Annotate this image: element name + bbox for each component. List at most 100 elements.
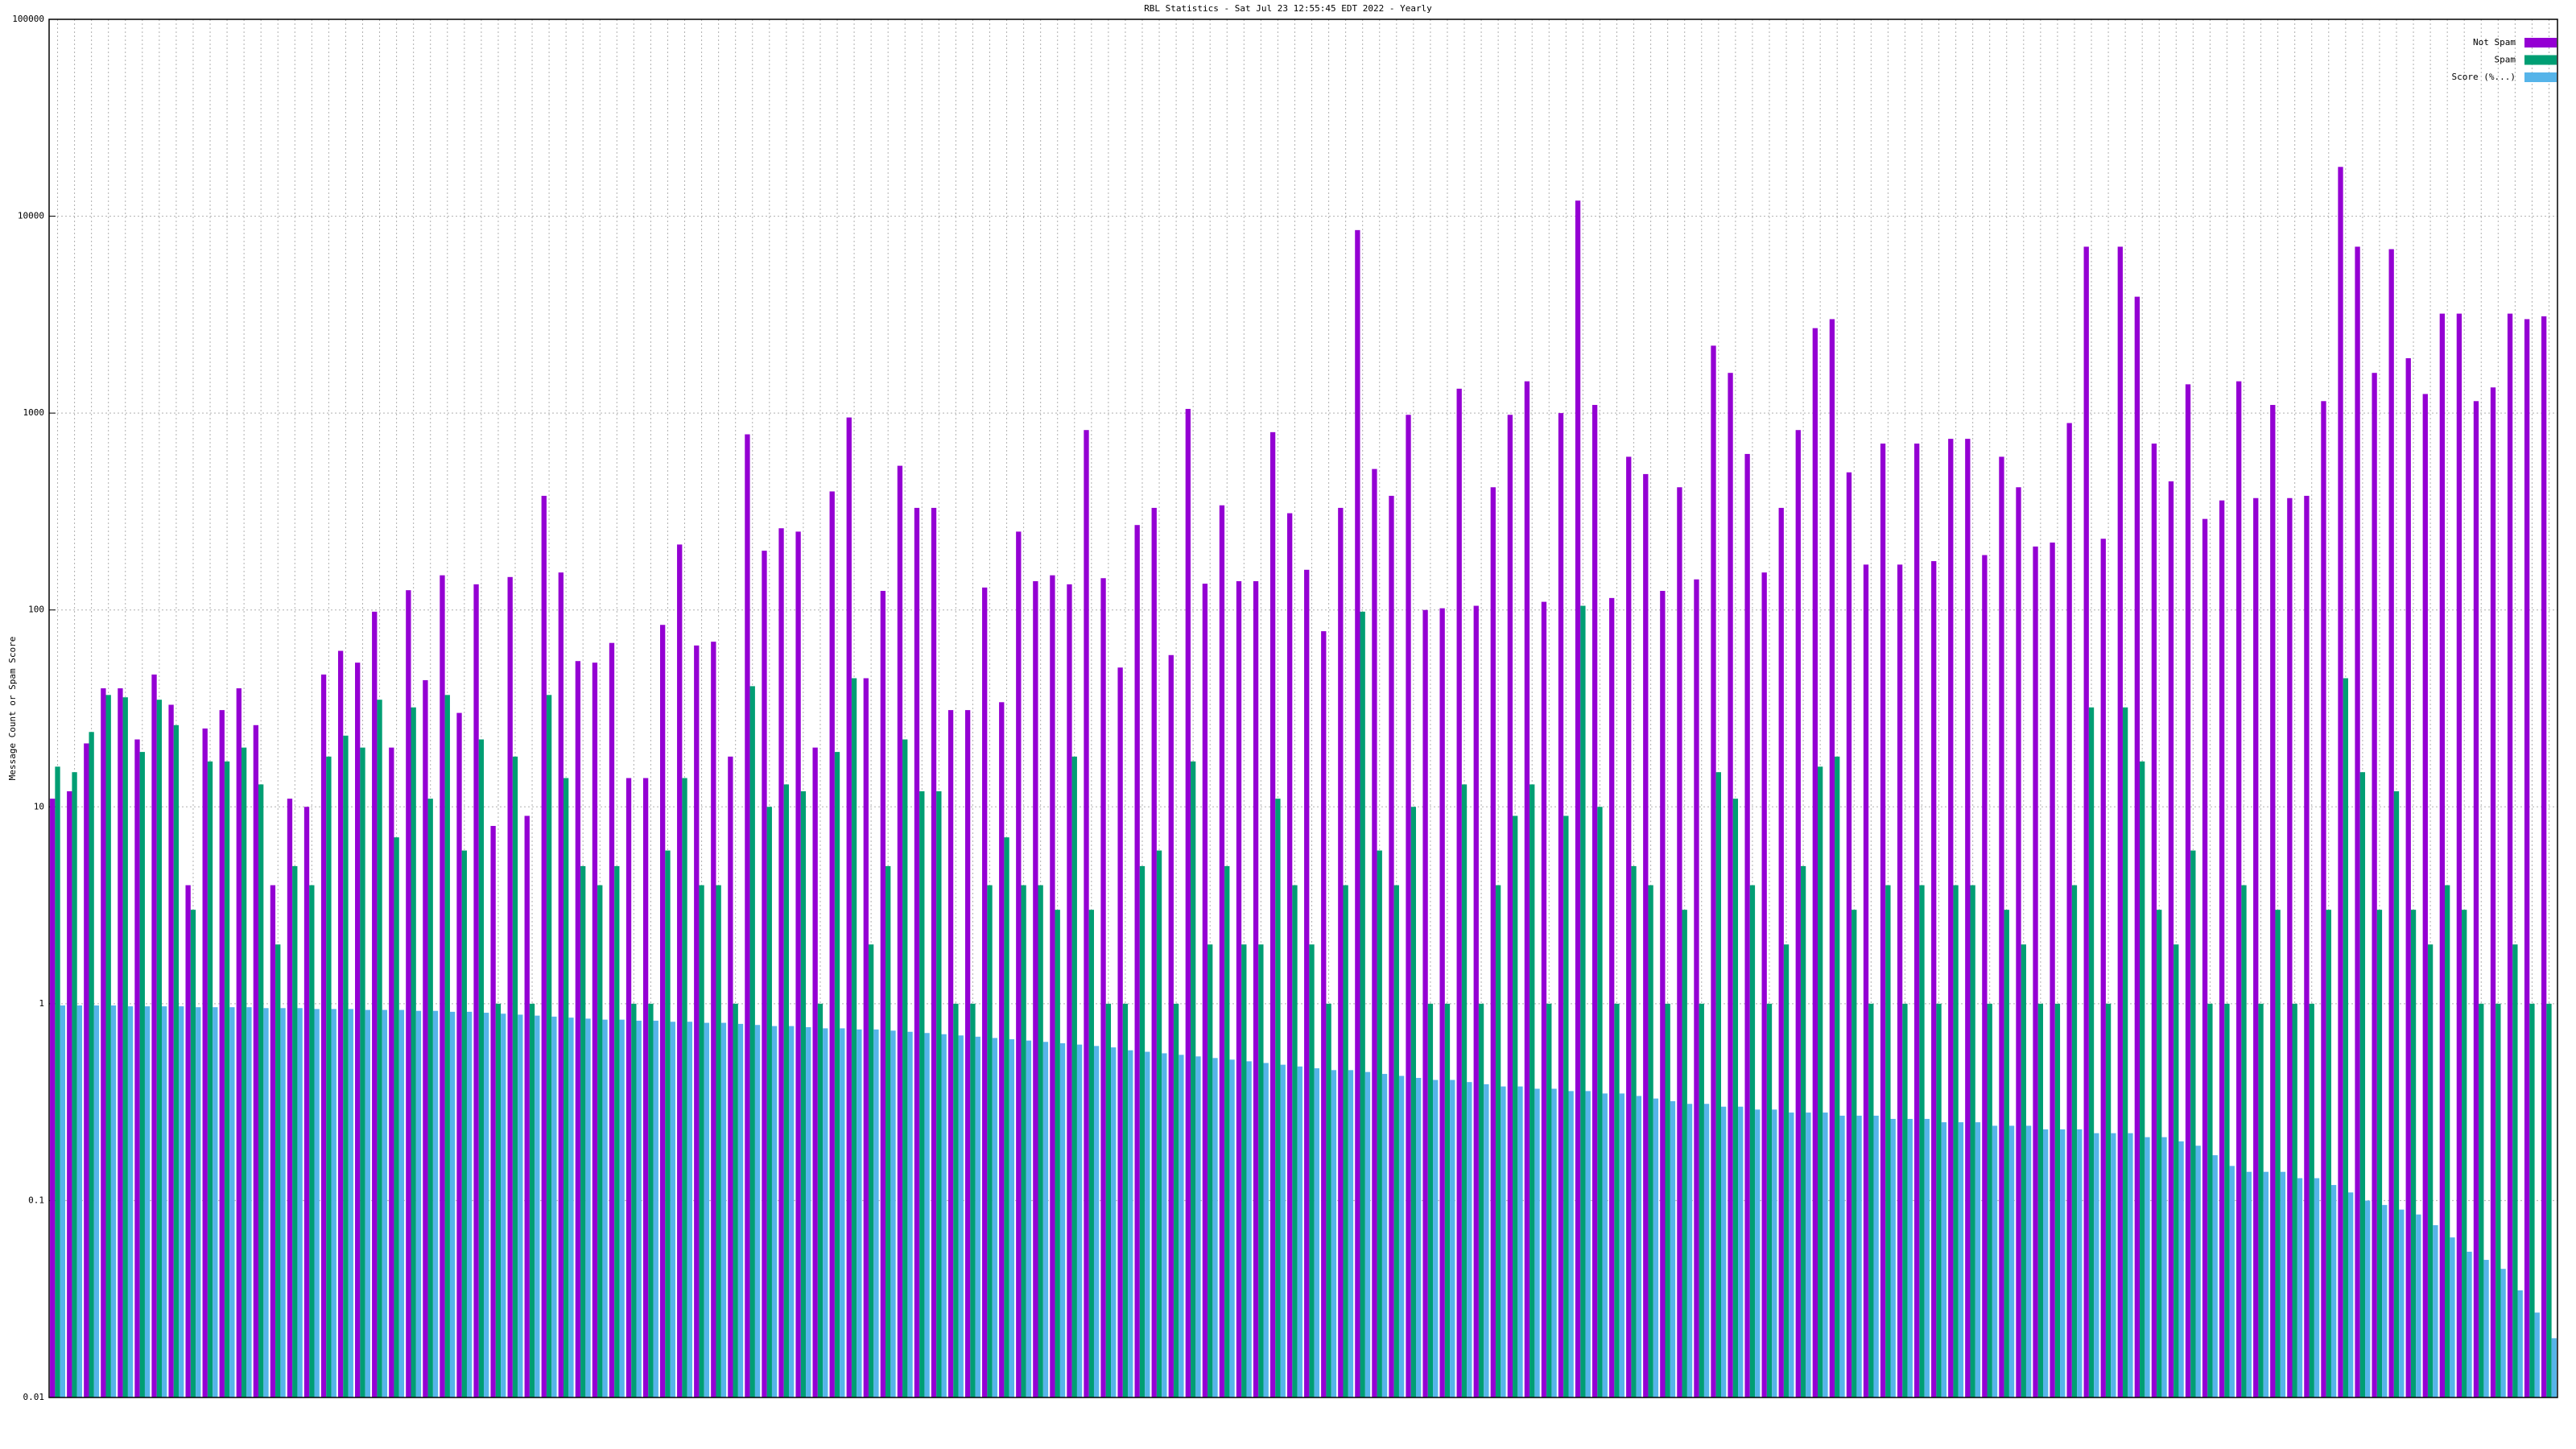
- bar: [947, 710, 954, 1397]
- bar: [168, 704, 174, 1397]
- bar: [105, 695, 111, 1397]
- bar: [2128, 1133, 2133, 1397]
- bar: [2287, 497, 2293, 1398]
- bar: [2473, 401, 2479, 1398]
- bar: [2551, 1338, 2557, 1397]
- bar: [495, 1003, 502, 1397]
- bar: [382, 1009, 388, 1397]
- bar: [1670, 1100, 1676, 1397]
- bar: [2439, 313, 2445, 1397]
- y-tick-label: 1000: [23, 407, 45, 418]
- bar: [1185, 408, 1191, 1397]
- bar: [337, 650, 344, 1397]
- bar: [1919, 885, 1925, 1397]
- bar: [2054, 1003, 2061, 1397]
- bar: [411, 707, 416, 1397]
- bar: [580, 865, 586, 1397]
- bar: [2433, 1224, 2438, 1397]
- bar: [1410, 807, 1417, 1397]
- bar: [1145, 1051, 1150, 1397]
- bar: [372, 611, 378, 1397]
- bar: [1880, 444, 1886, 1397]
- bar: [2467, 1251, 2472, 1397]
- bar: [2241, 885, 2247, 1397]
- bar: [1868, 1003, 1874, 1397]
- bar: [857, 1029, 862, 1397]
- bar: [711, 642, 716, 1397]
- bar: [2016, 487, 2021, 1397]
- bar: [2314, 1178, 2320, 1397]
- bar: [1546, 1003, 1552, 1397]
- bar: [246, 1007, 252, 1397]
- bar: [2100, 539, 2106, 1397]
- bar: [1619, 1093, 1624, 1397]
- bar: [941, 1034, 947, 1397]
- bar: [134, 739, 140, 1397]
- bar: [795, 531, 801, 1397]
- bar: [2077, 1129, 2083, 1397]
- bar: [473, 584, 479, 1397]
- bar: [1241, 944, 1247, 1397]
- bar: [1513, 815, 1518, 1397]
- bar: [778, 528, 784, 1397]
- bar: [1467, 1082, 1472, 1397]
- bar: [2140, 761, 2145, 1397]
- bar: [84, 743, 89, 1397]
- bar: [1456, 388, 1462, 1397]
- bar: [873, 1029, 879, 1397]
- bar: [55, 766, 60, 1397]
- bar: [653, 1020, 658, 1397]
- bar: [1530, 784, 1535, 1397]
- bar: [699, 885, 704, 1397]
- bar: [1677, 487, 1682, 1397]
- bar: [1139, 865, 1146, 1397]
- bar: [355, 663, 361, 1397]
- bar: [1686, 1104, 1693, 1397]
- bar: [507, 576, 513, 1397]
- bar: [2008, 1125, 2015, 1397]
- bar: [461, 850, 467, 1397]
- bar: [625, 778, 632, 1397]
- bar: [2195, 1146, 2201, 1397]
- bar: [2410, 910, 2417, 1397]
- bar: [1033, 580, 1038, 1397]
- bar: [868, 944, 874, 1397]
- bar: [1711, 345, 1716, 1398]
- bar: [1856, 1115, 1862, 1397]
- bar: [2280, 1171, 2286, 1397]
- bar: [1151, 507, 1157, 1397]
- bar: [2321, 401, 2326, 1398]
- bar: [2253, 497, 2259, 1398]
- bar: [609, 642, 615, 1397]
- bar: [1682, 910, 1687, 1397]
- bar: [1304, 569, 1310, 1397]
- bar: [1393, 885, 1399, 1397]
- bar: [897, 465, 903, 1397]
- bar: [851, 678, 857, 1397]
- bar: [1609, 597, 1615, 1397]
- bar: [834, 752, 840, 1397]
- bar: [2212, 1155, 2218, 1397]
- bar: [642, 778, 649, 1397]
- bar: [931, 507, 937, 1397]
- bar: [456, 712, 462, 1397]
- bar: [297, 1008, 303, 1397]
- bar: [241, 747, 247, 1397]
- bar: [2122, 707, 2128, 1397]
- bar: [1195, 1056, 1201, 1397]
- bar: [592, 663, 598, 1397]
- bar: [694, 645, 700, 1397]
- bar: [2236, 381, 2242, 1397]
- bar: [2275, 910, 2281, 1397]
- bar: [2546, 1003, 2552, 1397]
- bar: [1614, 1003, 1620, 1397]
- bar: [924, 1033, 930, 1397]
- bar: [2004, 910, 2009, 1397]
- bar: [812, 747, 818, 1397]
- bar: [2304, 495, 2310, 1397]
- bar: [1224, 865, 1230, 1397]
- bar: [970, 1003, 976, 1397]
- bar: [1059, 1042, 1066, 1397]
- bar: [1744, 453, 1750, 1397]
- bar: [1778, 507, 1784, 1397]
